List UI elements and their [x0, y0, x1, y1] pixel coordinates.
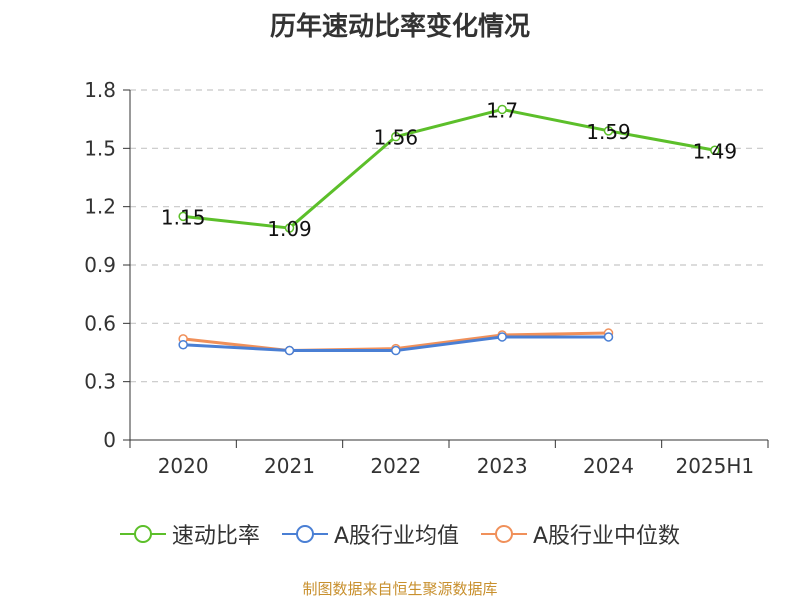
- legend-marker-quick-ratio: [119, 525, 166, 543]
- data-source-note: 制图数据来自恒生聚源数据库: [302, 580, 498, 598]
- series-1-point-2023[interactable]: [497, 332, 507, 342]
- data-label-2020: 1.15: [161, 205, 206, 229]
- series-1-point-2022[interactable]: [391, 345, 401, 356]
- series-0-point-2021[interactable]: [284, 223, 295, 233]
- data-label-2024: 1.59: [586, 120, 631, 144]
- series-0-point-2022[interactable]: [391, 131, 401, 142]
- legend-item-industry-mean[interactable]: A股行业均值: [281, 518, 459, 550]
- x-tick-label-2024: 2024: [583, 454, 634, 478]
- y-tick-label-2: 0.6: [84, 311, 116, 335]
- x-tick-label-2020: 2020: [158, 454, 209, 478]
- series-0-point-2023[interactable]: [497, 104, 507, 115]
- legend: 速动比率 A股行业均值 A股行业中位数: [0, 518, 800, 550]
- legend-item-industry-median[interactable]: A股行业中位数: [481, 518, 680, 550]
- series-1-point-2021[interactable]: [284, 345, 295, 356]
- series-0-point-2025H1[interactable]: [710, 145, 720, 156]
- legend-marker-industry-median: [481, 525, 527, 543]
- legend-label-industry-median: A股行业中位数: [533, 524, 681, 549]
- chart-title: 历年速动比率变化情况: [269, 12, 530, 42]
- y-tick-label-1: 0.3: [84, 370, 116, 394]
- series-0-point-2024[interactable]: [603, 126, 614, 136]
- data-label-2025H1: 1.49: [693, 139, 738, 163]
- series-line-0: [183, 107, 716, 230]
- legend-label-quick-ratio: 速动比率: [171, 524, 260, 549]
- y-tick-label-5: 1.5: [84, 136, 116, 160]
- y-tick-label-6: 1.8: [84, 78, 116, 102]
- legend-item-quick-ratio[interactable]: 速动比率: [119, 518, 260, 550]
- series-1-point-2020[interactable]: [178, 339, 188, 350]
- x-tick-label-2022: 2022: [370, 454, 421, 478]
- legend-label-industry-mean: A股行业均值: [333, 524, 459, 549]
- data-label-2021: 1.09: [267, 217, 312, 241]
- x-tick-label-2023: 2023: [477, 454, 528, 478]
- y-tick-label-3: 0.9: [84, 253, 116, 277]
- series-0-point-2020[interactable]: [178, 211, 188, 222]
- x-tick-label-2025H1: 2025H1: [675, 454, 754, 478]
- data-label-2023: 1.7: [486, 98, 518, 122]
- y-tick-label-4: 1.2: [84, 195, 116, 219]
- x-tick-label-2021: 2021: [264, 454, 315, 478]
- y-tick-label-0: 0: [103, 428, 116, 452]
- series-1-point-2024[interactable]: [603, 332, 614, 342]
- legend-marker-industry-mean: [281, 525, 328, 543]
- data-label-2022: 1.56: [374, 126, 419, 150]
